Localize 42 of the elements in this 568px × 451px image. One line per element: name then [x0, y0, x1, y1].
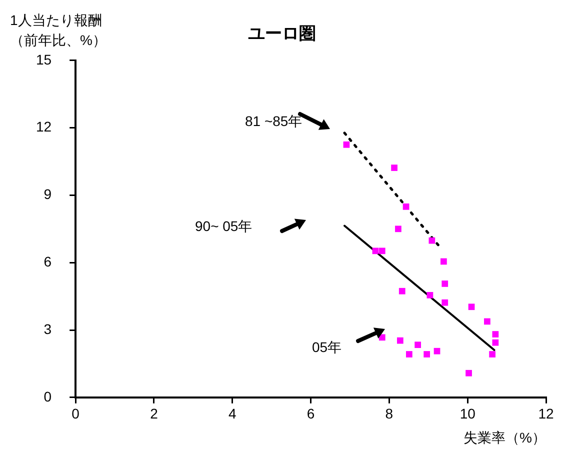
annotation: 81 ~85年 — [245, 113, 302, 131]
point — [442, 280, 448, 287]
point — [492, 331, 499, 338]
annotation: 90~ 05年 — [195, 218, 252, 236]
y-tick-label: 0 — [44, 388, 52, 404]
x-tick-label: 4 — [228, 406, 236, 422]
point — [466, 370, 472, 376]
x-tick-label: 12 — [538, 406, 554, 422]
y-tick-label: 12 — [36, 118, 52, 135]
point — [492, 339, 499, 346]
point — [428, 237, 436, 244]
point — [343, 141, 350, 148]
point — [406, 351, 412, 358]
y-tick-label: 3 — [44, 320, 52, 337]
annotation: 05年 — [312, 339, 342, 357]
y-tick-label: 9 — [44, 186, 52, 202]
point — [395, 226, 402, 232]
point — [442, 299, 448, 306]
point — [414, 342, 421, 348]
chart-title: ユーロ圏 — [248, 24, 316, 43]
x-tick-label: 2 — [150, 406, 158, 422]
point — [378, 248, 386, 254]
point — [391, 164, 398, 171]
point — [484, 318, 490, 325]
y-axis-title: 1人当たり報酬（前年比、%） — [10, 11, 108, 50]
point — [468, 304, 475, 310]
x-axis-title: 失業率（%） — [464, 429, 546, 446]
x-tick-label: 6 — [306, 406, 315, 422]
point — [426, 292, 434, 298]
y-tick-label: 15 — [36, 51, 52, 68]
point — [440, 258, 447, 265]
x-tick-label: 0 — [72, 406, 80, 422]
point — [398, 288, 406, 294]
point — [372, 248, 379, 254]
point — [424, 351, 430, 358]
x-tick-label: 8 — [385, 406, 394, 422]
point — [434, 348, 440, 354]
point — [396, 337, 404, 344]
y-tick-label: 6 — [44, 253, 52, 270]
point — [489, 351, 496, 358]
point — [402, 203, 410, 210]
x-tick-label: 10 — [460, 406, 476, 422]
